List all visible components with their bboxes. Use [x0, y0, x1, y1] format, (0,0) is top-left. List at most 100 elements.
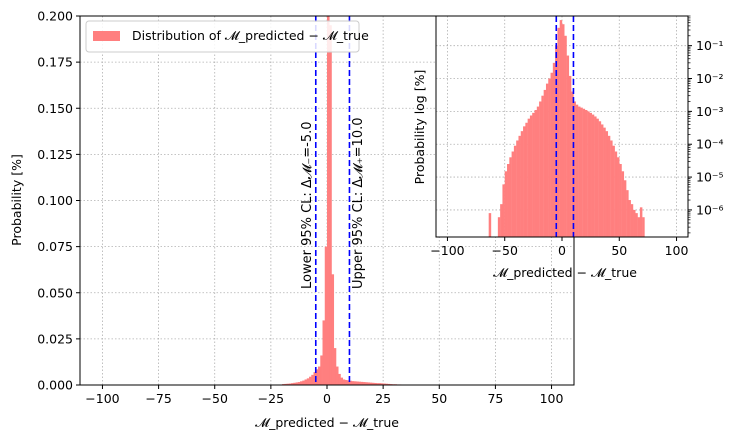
- histogram-bar: [304, 379, 308, 385]
- inset-histogram-bar: [612, 145, 615, 237]
- histogram-bar: [347, 380, 350, 385]
- lower-ci-annotation: Lower 95% CL: Δ𝓜₋=-5.0: [300, 121, 315, 289]
- inset-histogram-bar: [637, 217, 641, 237]
- inset-x-ticks: −100 −50 0 50 100: [430, 237, 689, 258]
- legend-swatch: [93, 31, 120, 41]
- inset-histogram-bar: [513, 145, 517, 237]
- inset-histogram-bar: [594, 116, 597, 237]
- inset-histogram-bar: [548, 78, 551, 237]
- histogram-bar: [383, 383, 386, 385]
- inset-y-tick-label: 10⁻³: [696, 104, 724, 119]
- y-tick-label: 0.125: [37, 147, 73, 162]
- inset-x-tick-label: 50: [611, 243, 627, 258]
- inset-histogram-bar: [587, 111, 590, 237]
- main-bars: [282, 16, 406, 385]
- histogram-bar: [331, 274, 335, 385]
- inset-histogram-bar: [550, 72, 554, 238]
- inset-histogram-bar: [605, 131, 609, 237]
- histogram-bar: [365, 382, 368, 385]
- inset-histogram-bar: [610, 140, 613, 237]
- inset-histogram-bar: [545, 83, 549, 238]
- inset-histogram-bar: [516, 140, 519, 237]
- inset-x-tick-label: 100: [665, 243, 689, 258]
- histogram-bar: [300, 381, 303, 385]
- histogram-bar: [374, 382, 377, 385]
- inset-histogram-bar: [584, 110, 588, 237]
- y-tick-label: 0.100: [37, 193, 73, 208]
- inset-histogram-bar: [614, 151, 618, 237]
- y-tick-label: 0.175: [37, 55, 73, 70]
- inset-histogram-bar: [507, 164, 510, 237]
- inset-histogram-bar: [596, 118, 599, 237]
- inset-x-axis-label: 𝓜_predicted − 𝓜_true: [493, 265, 637, 280]
- inset-histogram-bar: [626, 190, 629, 237]
- x-tick-label: 50: [431, 391, 447, 406]
- histogram-bar: [356, 381, 359, 385]
- inset-histogram-bar: [539, 101, 542, 237]
- legend-box: [85, 20, 360, 53]
- inset-y-tick-label: 10⁻²: [696, 71, 724, 86]
- y-tick-label: 0.200: [37, 9, 73, 24]
- histogram-bar: [349, 380, 352, 385]
- inset-y-axis-label: Probability log [%]: [412, 70, 427, 185]
- legend-entry: Distribution of 𝓜_predicted − 𝓜_true: [132, 28, 369, 43]
- histogram-bar: [327, 16, 330, 385]
- inset-histogram-bar: [642, 217, 645, 237]
- inset-histogram-bar: [497, 217, 501, 237]
- inset-histogram-bar: [511, 151, 515, 237]
- inset-histogram-bar: [509, 157, 512, 237]
- inset-histogram-bar: [504, 171, 508, 237]
- legend: Distribution of 𝓜_predicted − 𝓜_true: [85, 20, 369, 53]
- inset-histogram-bar: [543, 89, 547, 238]
- inset-histogram-bar: [566, 55, 570, 237]
- y-tick-label: 0.150: [37, 101, 73, 116]
- inset-histogram-bar: [541, 95, 544, 237]
- histogram-bar: [358, 381, 361, 385]
- histogram-bar: [293, 382, 296, 385]
- inset-histogram-bar: [591, 114, 595, 237]
- main-chart: −100 −75 −50 −25 0 25 50 75 100 0.0000.0250.0500…: [9, 9, 575, 430]
- histogram-bar: [351, 381, 355, 385]
- histogram-bar: [291, 383, 294, 385]
- inset-histogram-bar: [529, 115, 533, 237]
- inset-histogram-bar: [589, 112, 592, 237]
- inset-histogram-bar: [623, 180, 627, 237]
- inset-y-tick-label: 10⁻⁴: [696, 137, 724, 152]
- inset-histogram-bar: [578, 106, 581, 238]
- histogram-bar: [340, 377, 344, 385]
- inset-x-tick-label: 0: [558, 243, 566, 258]
- inset-histogram-bar: [573, 101, 576, 237]
- histogram-bar: [306, 378, 310, 385]
- x-tick-label: 75: [487, 391, 503, 406]
- histogram-bar: [318, 366, 321, 385]
- inset-bars: [488, 20, 645, 238]
- inset-chart: −100 −50 0 50 100 10⁻⁶ 10⁻⁵ 10⁻⁴ 10⁻³ 10⁻² 10⁻¹ 𝓜…: [412, 15, 724, 280]
- inset-histogram-bar: [564, 35, 567, 237]
- inset-histogram-bar: [520, 131, 524, 237]
- histogram-bar: [353, 381, 357, 385]
- inset-histogram-bar: [534, 110, 537, 237]
- histogram-bar: [367, 382, 370, 385]
- inset-histogram-bar: [580, 107, 583, 237]
- histogram-bar: [369, 382, 373, 385]
- histogram-bar: [335, 366, 339, 385]
- inset-y-tick-label: 10⁻⁶: [696, 202, 724, 217]
- inset-histogram-bar: [552, 62, 556, 237]
- x-tick-label: −50: [202, 391, 228, 406]
- inset-histogram-bar: [518, 135, 521, 237]
- inset-histogram-bar: [525, 122, 528, 237]
- inset-histogram-bar: [575, 104, 579, 237]
- inset-y-tick-label: 10⁻¹: [696, 38, 724, 53]
- histogram-bar: [360, 381, 364, 385]
- histogram-bar: [288, 383, 292, 385]
- inset-histogram-bar: [628, 200, 631, 237]
- histogram-bar: [362, 382, 366, 385]
- x-tick-label: 0: [323, 391, 331, 406]
- histogram-bar: [378, 383, 382, 385]
- y-tick-label: 0.050: [37, 285, 73, 300]
- x-tick-label: −75: [145, 391, 171, 406]
- y-tick-label: 0.025: [37, 331, 73, 346]
- inset-histogram-bar: [630, 204, 634, 237]
- inset-histogram-bar: [635, 213, 638, 237]
- inset-histogram-bar: [633, 209, 636, 237]
